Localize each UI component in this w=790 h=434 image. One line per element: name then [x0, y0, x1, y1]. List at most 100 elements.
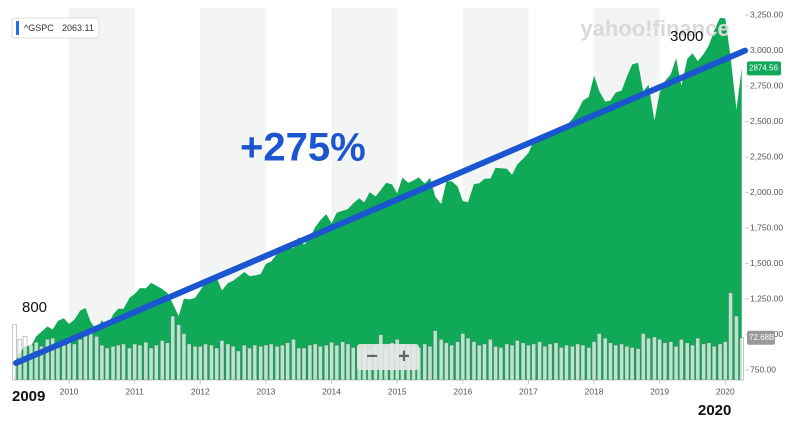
volume-bar	[498, 347, 504, 381]
volume-bar	[662, 342, 668, 381]
volume-bar	[509, 344, 515, 381]
volume-bar	[597, 333, 602, 381]
volume-bar	[55, 343, 61, 381]
volume-bar	[296, 347, 302, 381]
volume-bar	[695, 337, 701, 381]
volume-bar	[39, 345, 44, 381]
volume-bar	[646, 337, 651, 381]
volume-bar	[83, 333, 88, 381]
start-level: 800	[22, 299, 47, 316]
volume-bar	[329, 341, 334, 381]
y-tick-label: 3,000.00	[750, 45, 783, 55]
volume-bar	[482, 343, 487, 381]
volume-bar	[148, 347, 154, 381]
x-tick-label: 2014	[322, 386, 341, 396]
end-level: 3000	[670, 28, 703, 45]
volume-bar	[45, 339, 50, 381]
volume-bar	[668, 341, 674, 381]
volume-bar	[602, 337, 608, 381]
volume-bar	[449, 344, 454, 381]
volume-bar	[635, 348, 641, 381]
tooltip-value: 2063.11	[62, 23, 94, 33]
volume-bar	[711, 345, 717, 381]
volume-bar	[274, 345, 280, 381]
volume-bar	[312, 343, 318, 381]
volume-bar	[657, 339, 662, 381]
volume-bar	[514, 340, 520, 381]
volume-bar	[334, 344, 340, 381]
x-tick-label: 2018	[585, 386, 604, 396]
volume-bar	[624, 345, 630, 381]
volume-bar	[203, 343, 208, 381]
volume-bar	[127, 347, 132, 381]
volume-bar	[181, 333, 187, 381]
volume-bar	[586, 347, 592, 381]
zoom-in[interactable]: +	[398, 345, 410, 367]
tooltip-marker	[16, 21, 19, 35]
volume-tag-label: 72.68B	[749, 333, 774, 342]
volume-bar	[77, 339, 83, 381]
tooltip-symbol: ^GSPC	[24, 23, 54, 33]
price-area	[14, 17, 742, 381]
zoom-bar	[357, 344, 419, 370]
volume-bar	[717, 343, 723, 381]
volume-bar	[734, 315, 739, 381]
volume-bar	[520, 342, 526, 381]
volume-bar	[268, 343, 274, 381]
x-tick-label: 2017	[519, 386, 538, 396]
volume-bar	[570, 345, 575, 381]
volume-bar	[50, 337, 55, 381]
volume-bar	[94, 336, 99, 381]
volume-bar	[460, 333, 466, 381]
volume-bar	[236, 350, 241, 381]
volume-bar	[214, 347, 220, 381]
volume-bar	[176, 324, 181, 381]
volume-bar	[225, 343, 231, 381]
volume-bar	[99, 344, 105, 381]
x-tick-label: 2010	[60, 386, 79, 396]
volume-bar	[350, 347, 356, 381]
volume-bar	[652, 336, 657, 381]
zoom-out[interactable]: −	[366, 345, 378, 367]
volume-bar	[471, 341, 477, 381]
price-tag	[747, 61, 781, 76]
volume-bar	[137, 344, 143, 381]
volume-bar	[66, 340, 72, 381]
y-tick-label: 1,750.00	[750, 222, 783, 232]
x-tick-label: 2013	[256, 386, 275, 396]
volume-bar	[591, 341, 597, 381]
x-tick-label: 2012	[191, 386, 210, 396]
volume-bar	[542, 345, 548, 381]
volume-bar	[684, 342, 690, 381]
volume-bar	[444, 342, 449, 381]
volume-bar	[104, 347, 110, 381]
volume-bar	[115, 344, 121, 381]
volume-bar	[186, 343, 192, 381]
volume-bar	[465, 337, 471, 381]
change-annotation: +275%	[240, 126, 366, 170]
volume-bar	[241, 344, 247, 381]
volume-bar	[252, 344, 258, 381]
y-tick-label: 2,500.00	[750, 116, 783, 126]
volume-bar	[728, 292, 733, 381]
volume-bar	[110, 345, 116, 381]
volume-bar	[318, 345, 323, 381]
x-tick-label: 2016	[453, 386, 472, 396]
volume-bar	[72, 343, 77, 381]
volume-bar	[165, 342, 170, 381]
trend-line	[13, 47, 748, 366]
volume-bar	[154, 344, 159, 381]
y-tick-label: 1,250.00	[750, 293, 783, 303]
tooltip-box	[11, 17, 100, 39]
y-tick-label: 1,500.00	[750, 258, 783, 268]
volume-bar	[285, 342, 290, 381]
volume-bar	[258, 345, 263, 381]
volume-bar	[488, 339, 493, 381]
volume-bar	[132, 343, 137, 381]
volume-bar	[553, 342, 559, 381]
volume-bar	[121, 343, 126, 381]
watermark: yahoo!finance	[580, 16, 729, 41]
zoom-controls: − +	[357, 344, 419, 370]
volume-bar	[575, 343, 580, 381]
volume-bar	[739, 337, 745, 381]
